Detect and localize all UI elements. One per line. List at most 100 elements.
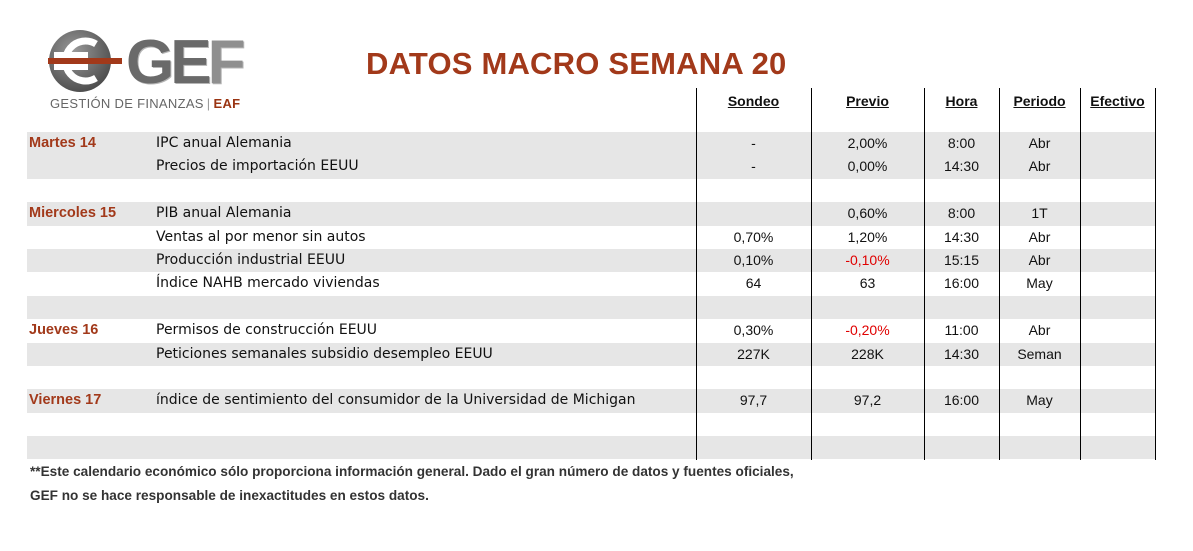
previo-value: -0,10% [845, 251, 890, 268]
periodo-value: Seman [1017, 345, 1062, 362]
periodo-value [999, 436, 1080, 459]
sondeo-value: - [751, 158, 756, 175]
disclaimer-footnote: **Este calendario económico sólo proporc… [30, 460, 794, 508]
table-row [27, 179, 1155, 202]
indicator-name: Precios de importación EEUU [156, 158, 359, 175]
efectivo-value [1080, 155, 1155, 178]
hora-value: 14:30 [943, 345, 980, 362]
sondeo-value: 0,10% [733, 251, 774, 268]
event-day: Viernes 17 [29, 392, 102, 409]
footnote-line: **Este calendario económico sólo proporc… [30, 464, 794, 479]
header-hora: Hora [945, 93, 978, 109]
sondeo-value [696, 436, 811, 459]
column-divider [924, 88, 925, 460]
previo-value [811, 366, 924, 389]
sondeo-value: - [751, 135, 756, 151]
hora-value: 16:00 [943, 392, 980, 409]
efectivo-value [1080, 272, 1155, 295]
sondeo-value [696, 179, 811, 202]
table-row: Producción industrial EEUU 0,10% -0,10% 15:… [27, 248, 1155, 273]
column-divider [999, 88, 1000, 460]
table-row: Jueves 16 Permisos de construcción EEUU 0,… [27, 319, 1155, 342]
efectivo-value [1080, 343, 1155, 366]
previo-value [811, 179, 924, 202]
table-row: Peticiones semanales subsidio desempleo … [27, 342, 1155, 366]
periodo-value: May [1026, 392, 1053, 409]
hora-value: 15:15 [943, 251, 980, 268]
indicator-name: PIB anual Alemania [156, 205, 292, 222]
previo-value [811, 296, 924, 319]
indicator-name: Producción industrial EEUU [156, 251, 346, 268]
hora-value [924, 436, 999, 459]
table-row: Precios de importación EEUU - 0,00% 14:30 Ab… [27, 155, 1155, 179]
sondeo-value: 227K [737, 345, 770, 362]
header-sondeo: Sondeo [727, 93, 780, 109]
hora-value [924, 179, 999, 202]
previo-value [811, 413, 924, 436]
hora-value: 14:30 [943, 228, 980, 245]
indicator-name: Permisos de construcción EEUU [156, 322, 378, 339]
previo-value: 63 [859, 275, 876, 292]
event-day: Miercoles 15 [29, 205, 117, 222]
table-row: Viernes 17 índice de sentimiento del cons… [27, 389, 1155, 413]
column-divider [696, 88, 697, 460]
header-periodo: Periodo [1013, 93, 1066, 109]
table-row [27, 413, 1155, 436]
sondeo-value: 64 [745, 275, 762, 292]
periodo-value [999, 179, 1080, 202]
table-row: Ventas al por menor sin autos 0,70% 1,20% 1… [27, 226, 1155, 249]
column-divider [1080, 88, 1081, 460]
table-row: Miercoles 15 PIB anual Alemania 0,60% 8:00 1… [27, 202, 1155, 226]
hora-value [924, 413, 999, 436]
sondeo-value [696, 296, 811, 319]
periodo-value [999, 296, 1080, 319]
indicator-name: IPC anual Alemania [156, 135, 292, 151]
efectivo-value [1080, 226, 1155, 249]
logo-subtitle: GESTIÓN DE FINANZAS | EAF [50, 96, 241, 111]
sondeo-value [696, 413, 811, 436]
previo-value: 97,2 [853, 392, 882, 409]
indicator-name: Ventas al por menor sin autos [156, 228, 366, 245]
sondeo-value [696, 366, 811, 389]
table-row [27, 366, 1155, 389]
previo-value [811, 436, 924, 459]
periodo-value: 1T [1031, 205, 1048, 222]
efectivo-value [1080, 413, 1155, 436]
euro-coin-icon [48, 30, 122, 92]
efectivo-value [1080, 366, 1155, 389]
sondeo-value [696, 202, 811, 225]
previo-value: 228K [851, 345, 884, 362]
header-efectivo: Efectivo [1090, 93, 1145, 109]
event-day: Martes 14 [29, 135, 96, 151]
previo-value: 0,60% [847, 205, 888, 222]
hora-value: 16:00 [943, 275, 980, 292]
previo-value: 0,00% [847, 158, 888, 175]
indicator-name: Peticiones semanales subsidio desempleo … [156, 345, 493, 362]
periodo-value: Abr [1028, 228, 1051, 245]
periodo-value: Abr [1028, 322, 1051, 339]
periodo-value: Abr [1028, 251, 1051, 268]
sondeo-value: 0,70% [733, 228, 774, 245]
indicator-name: índice de sentimiento del consumidor de … [156, 392, 636, 409]
table-row: Martes 14 IPC anual Alemania - 2,00% 8:00 Abr [27, 132, 1155, 156]
macro-data-table: Martes 14 IPC anual Alemania - 2,00% 8:00 Abr… [27, 132, 1155, 460]
periodo-value: Abr [1028, 135, 1051, 151]
efectivo-value [1080, 249, 1155, 272]
sondeo-value: 97,7 [739, 392, 768, 409]
hora-value: 11:00 [944, 322, 979, 339]
table-row: Índice NAHB mercado viviendas 64 63 16:00 Ma… [27, 272, 1155, 295]
efectivo-value [1080, 389, 1155, 412]
previo-value: 2,00% [847, 135, 888, 151]
table-row [27, 295, 1155, 320]
hora-value: 8:00 [947, 205, 976, 222]
footnote-line: GEF no se hace responsable de inexactitu… [30, 488, 429, 503]
periodo-value: May [1026, 275, 1053, 292]
hora-value: 14:30 [943, 158, 980, 175]
logo-wordmark: GEF [126, 28, 245, 97]
event-day: Jueves 16 [29, 322, 99, 339]
efectivo-value [1080, 202, 1155, 225]
sondeo-value: 0,30% [733, 322, 774, 339]
previo-value: 1,20% [847, 228, 888, 245]
hora-value [924, 366, 999, 389]
hora-value: 8:00 [947, 135, 976, 151]
